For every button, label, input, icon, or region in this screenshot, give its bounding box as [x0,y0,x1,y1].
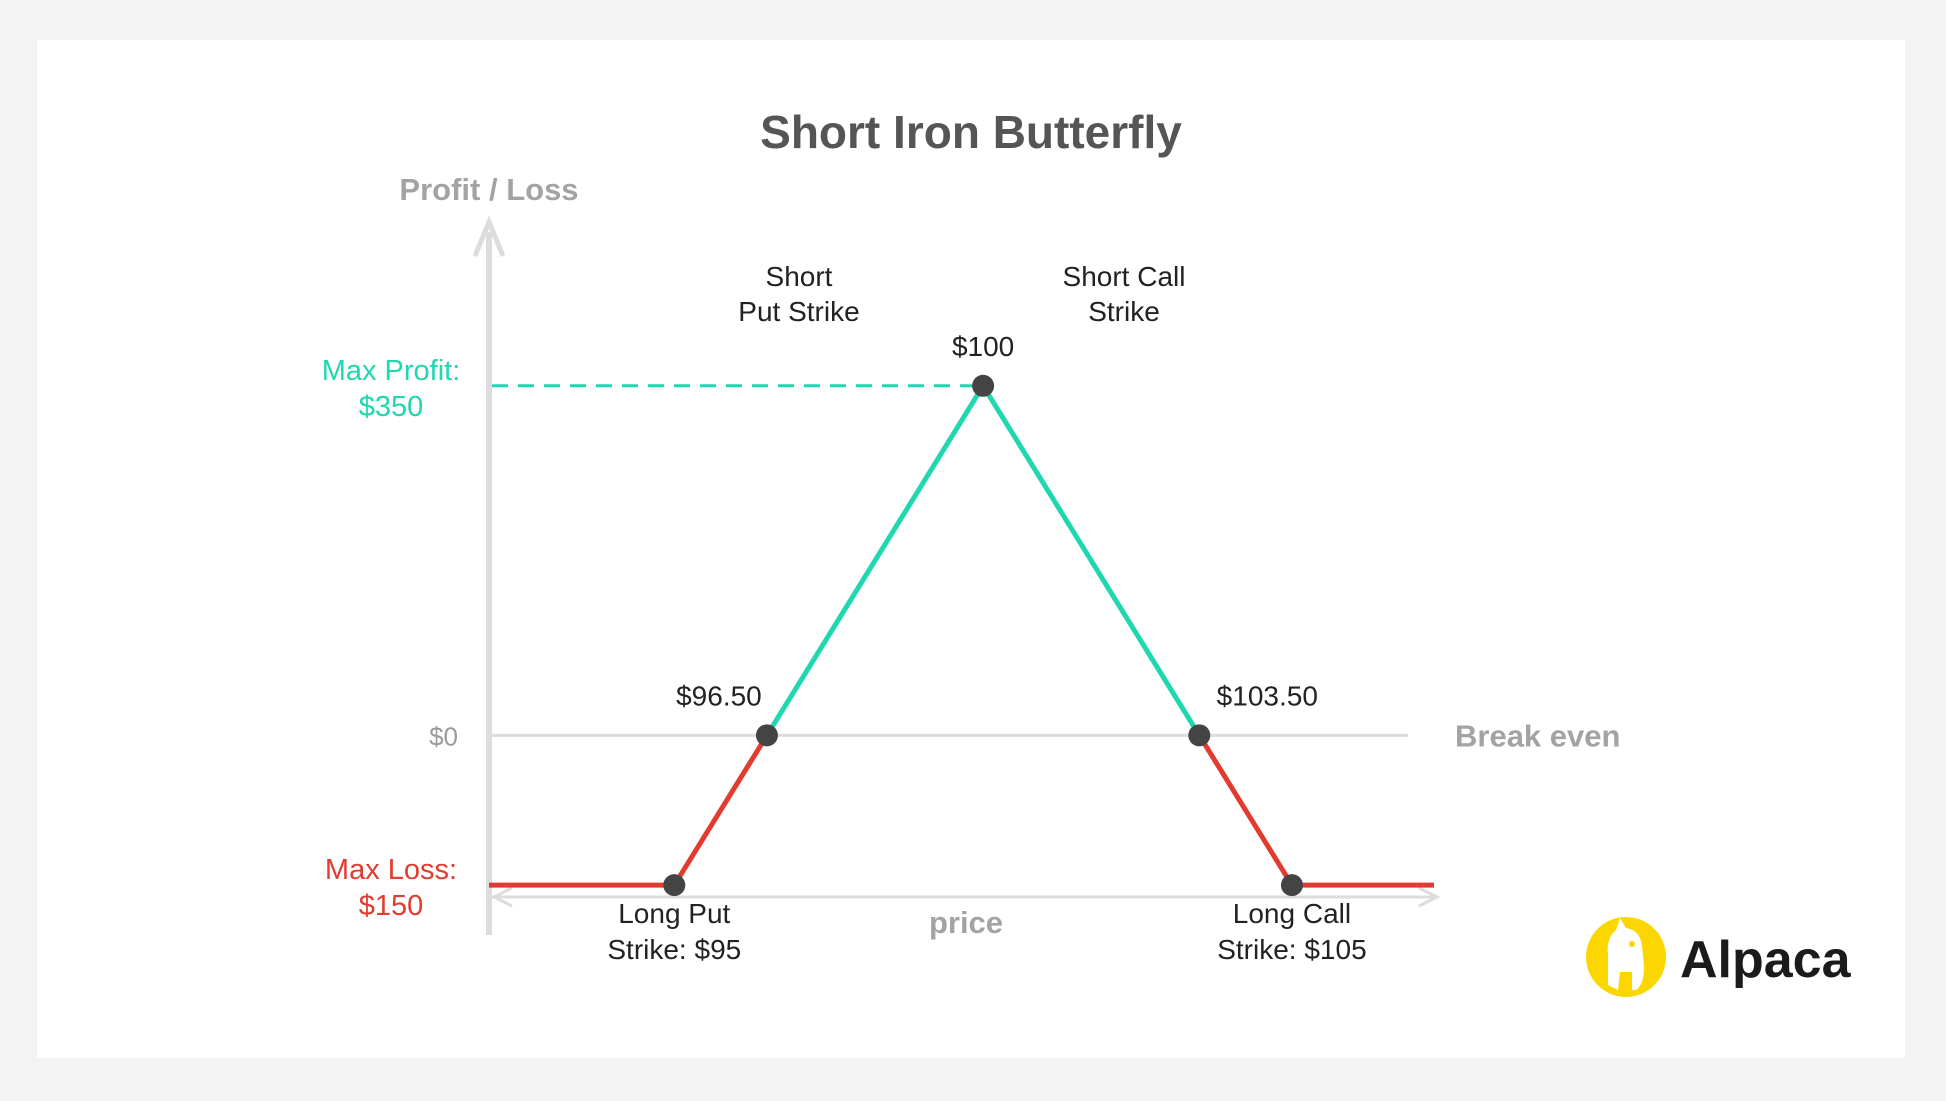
data-point-label-1: $96.50 [676,680,762,711]
max-loss-value: $150 [359,890,424,922]
payoff-line-loss [489,735,1434,888]
short-call-strike-label: Short Call [1063,261,1186,292]
brand-logo: Alpaca [1586,917,1852,997]
chart-card [37,40,1905,1058]
data-point-1 [755,724,778,747]
data-point-sublabel-0: Strike: $95 [607,934,741,965]
y-axis-arrow [472,215,506,257]
data-point-label-3: $103.50 [1217,680,1318,711]
data-point-sublabel-4: Strike: $105 [1217,934,1366,965]
max-loss-label: Max Loss: [325,854,457,886]
data-points: Long Put Strike: $95 $96.50 $100 $103.50 Long… [607,331,1366,965]
x-axis-right-arrow [1418,886,1441,908]
zero-tick-label: $0 [429,721,458,751]
data-point-label-4: Long Call [1233,898,1351,929]
short-call-strike-label-2: Strike [1088,296,1160,327]
payoff-line-profit [764,383,1203,736]
data-point-2 [972,374,995,397]
y-axis-label: Profit / Loss [399,172,578,207]
x-axis-label: price [929,905,1003,940]
data-point-label-0: Long Put [618,898,730,929]
chart-title: Short Iron Butterfly [760,106,1182,158]
x-axis-left-arrow [490,886,513,908]
brand-name: Alpaca [1680,931,1852,989]
data-point-label-2: $100 [952,331,1014,362]
short-put-strike-label: Short [766,261,833,292]
max-profit-label: Max Profit: [322,355,461,387]
data-point-4 [1280,874,1303,897]
data-point-0 [663,874,686,897]
break-even-label: Break even [1455,718,1620,753]
alpaca-logo-icon [1586,917,1666,997]
data-point-3 [1188,724,1211,747]
max-profit-value: $350 [359,391,424,423]
short-put-strike-label-2: Put Strike [738,296,859,327]
